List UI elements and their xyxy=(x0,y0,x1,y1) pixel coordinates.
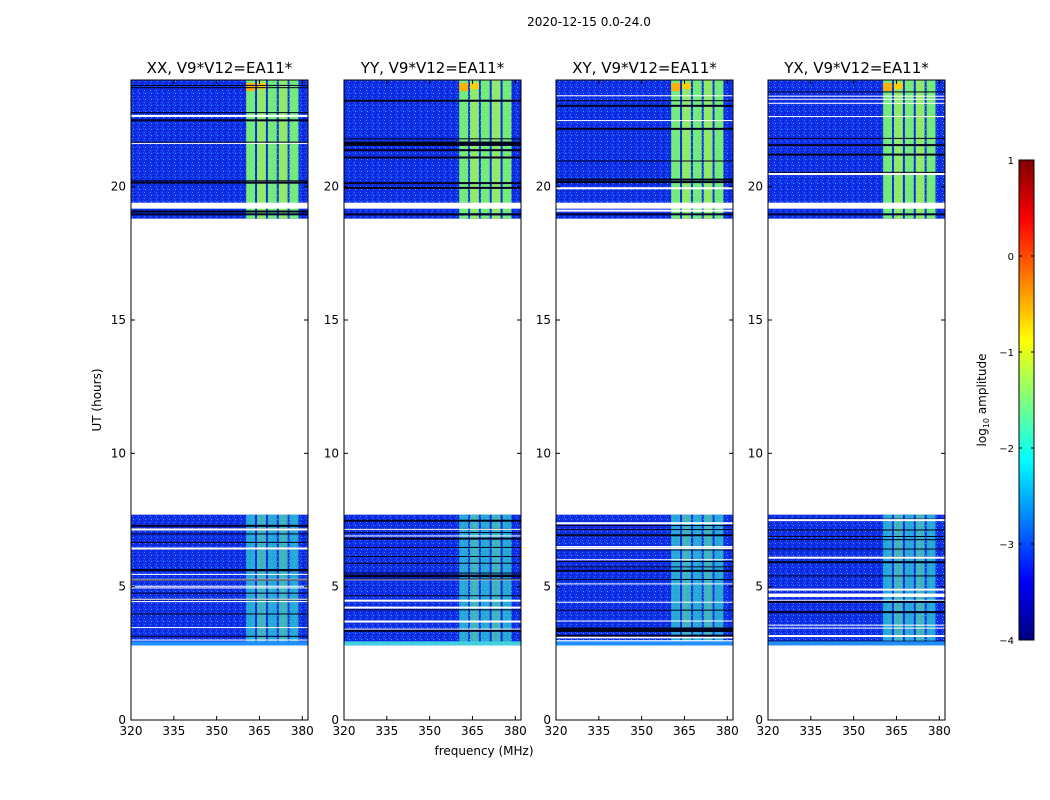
colorbar-tick-label: −4 xyxy=(999,636,1014,647)
colorbar-tick-label: −3 xyxy=(999,540,1014,551)
y-tick-label: 20 xyxy=(324,180,339,194)
figure-title: 2020-12-15 0.0-24.0 xyxy=(527,15,651,29)
colorbar-gradient xyxy=(1018,159,1035,641)
y-tick-label: 20 xyxy=(536,180,551,194)
colorbar: 10−1−2−3−4 log10 amplitude xyxy=(975,156,1035,647)
x-tick-label: 335 xyxy=(587,724,610,738)
x-axis-label: frequency (MHz) xyxy=(434,744,533,758)
panel-title: XX, V9*V12=EA11* xyxy=(147,59,293,77)
y-tick-label: 15 xyxy=(324,313,339,327)
x-tick-label: 335 xyxy=(162,724,185,738)
panel-2: 320 335 350 365 380 0 5 10 15 20 XY, V9*V12=EA11* xyxy=(536,59,739,738)
colorbar-tick-label: 0 xyxy=(1008,252,1014,263)
y-axis-label: UT (hours) xyxy=(90,368,104,431)
y-tick-label: 0 xyxy=(118,713,126,727)
colorbar-label-sub: 10 xyxy=(982,418,991,428)
y-tick-label: 20 xyxy=(748,180,763,194)
y-tick-label: 10 xyxy=(536,446,551,460)
data-block xyxy=(768,80,945,219)
x-tick-label: 320 xyxy=(333,724,356,738)
colorbar-tick-label: −1 xyxy=(999,348,1014,359)
panel-3: 320 335 350 365 380 0 5 10 15 20 YX, V9*V12=EA11* xyxy=(748,59,951,738)
x-tick-label: 380 xyxy=(504,724,527,738)
panel-title: YY, V9*V12=EA11* xyxy=(360,59,505,77)
x-tick-label: 320 xyxy=(545,724,568,738)
x-tick-label: 350 xyxy=(418,724,441,738)
y-tick-label: 10 xyxy=(111,446,126,460)
y-tick-label: 5 xyxy=(118,580,126,594)
x-tick-label: 335 xyxy=(799,724,822,738)
y-tick-label: 10 xyxy=(748,446,763,460)
data-block xyxy=(344,514,521,646)
colorbar-label-log: log xyxy=(975,428,989,446)
colorbar-label-rest: amplitude xyxy=(975,354,989,418)
data-block xyxy=(344,80,521,219)
colorbar-tick-label: −2 xyxy=(999,444,1014,455)
x-tick-label: 335 xyxy=(375,724,398,738)
y-tick-label: 15 xyxy=(111,313,126,327)
x-tick-label: 350 xyxy=(842,724,865,738)
x-tick-label: 320 xyxy=(757,724,780,738)
data-block xyxy=(131,80,308,219)
x-tick-label: 380 xyxy=(716,724,739,738)
x-tick-label: 380 xyxy=(928,724,951,738)
x-tick-label: 350 xyxy=(630,724,653,738)
y-tick-label: 5 xyxy=(543,580,551,594)
x-tick-label: 365 xyxy=(461,724,484,738)
x-tick-label: 350 xyxy=(205,724,228,738)
panel-0: 320 335 350 365 380 0 5 10 15 20 XX, V9*V12=EA11* U… xyxy=(90,59,314,738)
y-tick-label: 20 xyxy=(111,180,126,194)
x-tick-label: 365 xyxy=(885,724,908,738)
panel-1: 320 335 350 365 380 0 5 10 15 20 YY, V9*V12=EA11* f… xyxy=(324,59,534,758)
colorbar-label: log10 amplitude xyxy=(975,354,991,447)
panel-title: YX, V9*V12=EA11* xyxy=(783,59,929,77)
y-tick-label: 0 xyxy=(755,713,763,727)
y-tick-label: 15 xyxy=(536,313,551,327)
colorbar-tick-label: 1 xyxy=(1008,156,1014,167)
axes-frame xyxy=(555,79,734,721)
x-tick-label: 365 xyxy=(248,724,271,738)
data-block xyxy=(556,80,733,219)
x-tick-label: 320 xyxy=(120,724,143,738)
y-tick-label: 0 xyxy=(331,713,339,727)
data-block xyxy=(556,514,733,646)
y-tick-label: 5 xyxy=(331,580,339,594)
y-tick-label: 15 xyxy=(748,313,763,327)
axes-frame xyxy=(767,79,946,721)
y-tick-label: 5 xyxy=(755,580,763,594)
y-tick-label: 10 xyxy=(324,446,339,460)
data-block xyxy=(768,514,945,646)
axes-frame xyxy=(343,79,522,721)
axes-frame xyxy=(130,79,309,721)
data-block xyxy=(131,514,308,646)
x-tick-label: 380 xyxy=(291,724,314,738)
panel-title: XY, V9*V12=EA11* xyxy=(572,59,717,77)
y-tick-label: 0 xyxy=(543,713,551,727)
x-tick-label: 365 xyxy=(673,724,696,738)
